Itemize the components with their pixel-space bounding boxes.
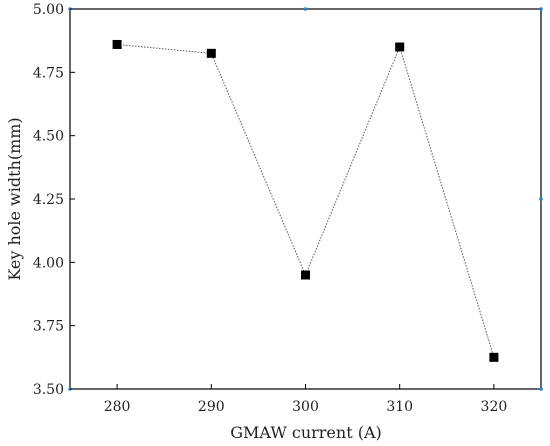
axis-dot — [303, 7, 308, 11]
data-point — [489, 352, 499, 362]
data-point — [112, 39, 122, 49]
axis-dot — [539, 197, 543, 201]
x-tick-label: 280 — [104, 399, 131, 415]
y-tick-label: 4.75 — [33, 65, 64, 81]
axis-dot — [539, 7, 543, 11]
data-point — [206, 48, 216, 58]
plot-border — [69, 8, 542, 390]
y-axis-title: Key hole width(mm) — [5, 117, 24, 280]
axis-ticks — [70, 8, 495, 390]
plot-frame — [68, 7, 543, 391]
data-point — [395, 42, 405, 52]
y-tick-label: 4.00 — [33, 255, 64, 271]
series-layer — [117, 43, 495, 358]
series-line — [117, 43, 495, 358]
data-point — [301, 270, 310, 280]
marker-layer — [112, 39, 499, 362]
y-tick-label: 5.00 — [33, 2, 64, 18]
x-axis-title: GMAW current (A) — [230, 423, 382, 442]
axis-dot — [539, 387, 543, 391]
x-tick-label: 300 — [292, 399, 319, 415]
x-tick-label: 290 — [198, 399, 225, 415]
y-tick-label: 4.25 — [33, 192, 64, 208]
tick-labels: 280 290 300 310 320 3.50 3.75 4.00 4.25 4.50 4.75 5… — [33, 2, 507, 415]
y-tick-label: 3.50 — [33, 382, 64, 398]
y-tick-label: 4.50 — [33, 129, 64, 145]
y-tick-label: 3.75 — [33, 319, 64, 335]
x-tick-label: 310 — [386, 399, 413, 415]
x-tick-label: 320 — [481, 399, 508, 415]
